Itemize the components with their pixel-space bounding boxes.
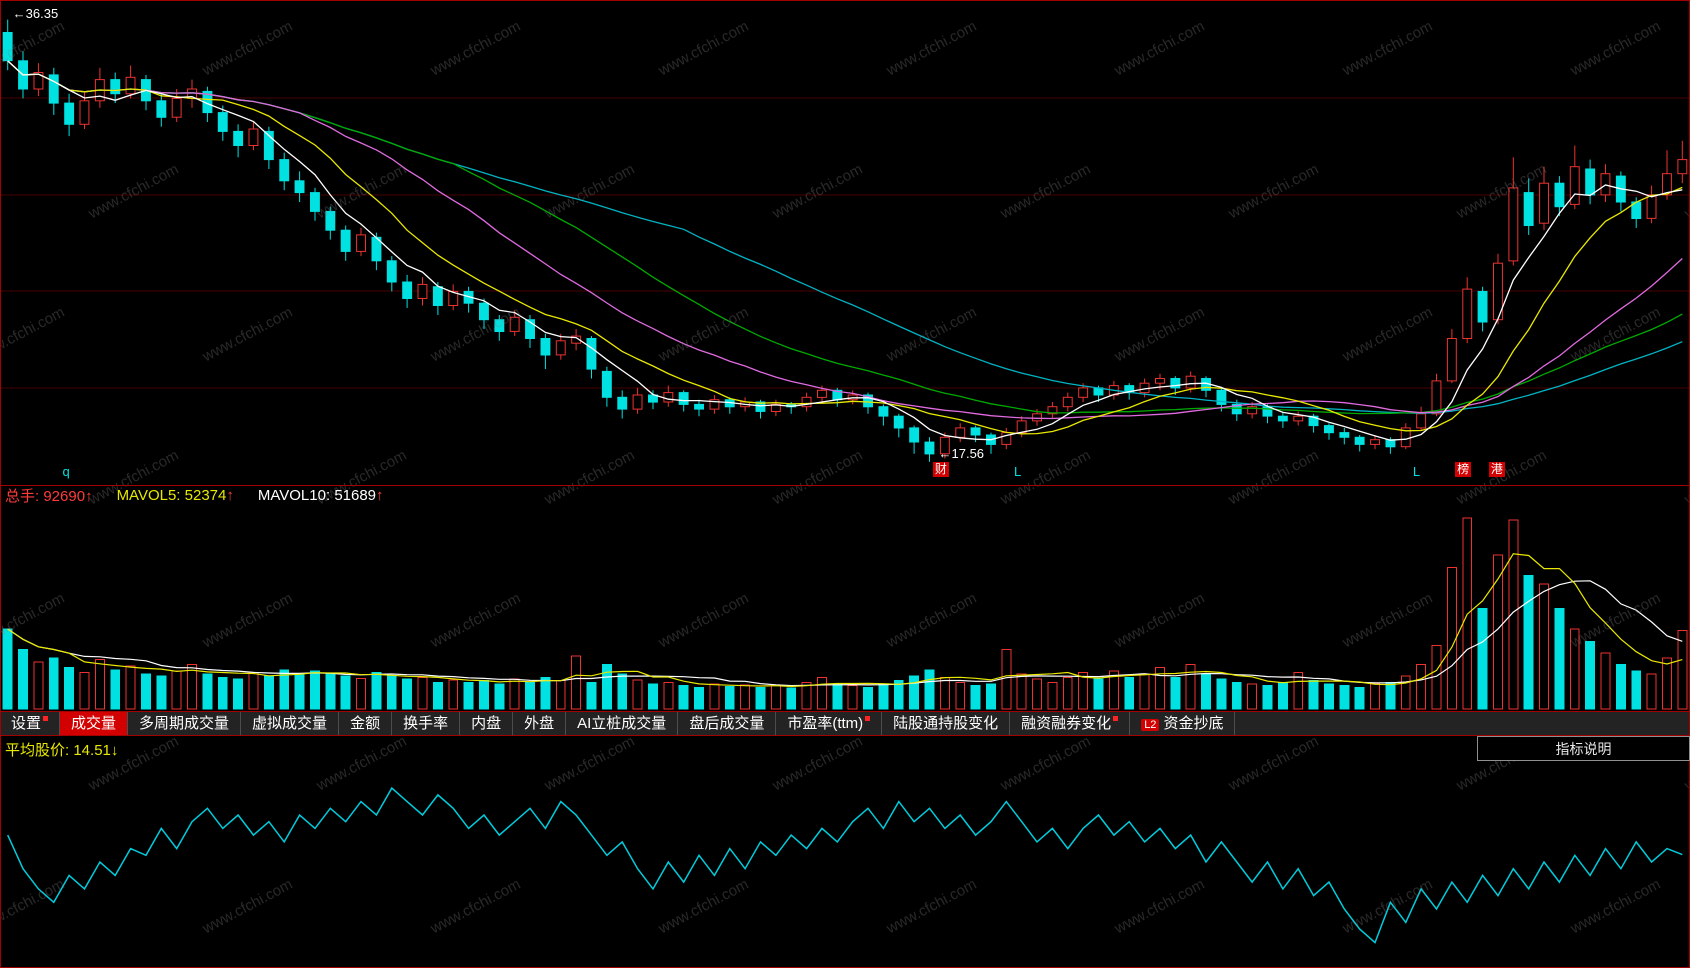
mavol10-readout: MAVOL10: 51689↑ [258, 487, 384, 504]
average-price-label: 平均股价: [5, 742, 70, 759]
total-volume-readout: 总手: 92690↑ [5, 485, 93, 506]
total-volume-label: 总手: [5, 487, 40, 505]
tab-after-hours-volume[interactable]: 盘后成交量 [678, 712, 777, 735]
tab-label: 虚拟成交量 [252, 715, 328, 732]
event-marker-q[interactable]: q [62, 464, 70, 479]
tab-multi-period-volume[interactable]: 多周期成交量 [128, 712, 242, 735]
tab-label: AI立桩成交量 [577, 715, 667, 732]
event-marker-财[interactable]: 财 [932, 462, 949, 477]
frame-border-left [0, 0, 1, 968]
tab-inner-disc[interactable]: 内盘 [460, 712, 514, 735]
tab-northbound-holdings-change[interactable]: 陆股通持股变化 [882, 712, 1011, 735]
tab-label: 融资融券变化 [1021, 715, 1112, 732]
up-arrow-icon: ↑ [376, 486, 384, 504]
up-arrow-icon: ↑ [226, 486, 234, 504]
total-volume-value: 92690 [43, 487, 86, 505]
indicator-tab-bar: 设置 成交量 多周期成交量 虚拟成交量 金额 换手率 内盘 外盘 AI立桩成交量 盘后成交量 市盈率… [0, 712, 1690, 735]
tab-turnover-rate[interactable]: 换手率 [392, 712, 461, 735]
tab-label: 陆股通持股变化 [893, 715, 999, 732]
average-price-readout: 平均股价: 14.51↓ [5, 739, 118, 760]
period-low-label: ←17.56 [938, 445, 985, 461]
tab-label: 盘后成交量 [689, 715, 765, 732]
tab-label: 换手率 [403, 715, 449, 732]
price-panel: ←36.35 ←17.56 q 财 L L 榜 港 [0, 1, 1690, 485]
event-marker-L[interactable]: L [1412, 464, 1421, 479]
mavol5-readout: MAVOL5: 52374↑ [117, 487, 234, 504]
tab-label: 设置 [11, 715, 42, 732]
volume-indicator-header: 总手: 92690↑ MAVOL5: 52374↑ MAVOL10: 51689… [5, 485, 384, 506]
mavol10-label: MAVOL10: [257, 486, 331, 504]
tab-settings[interactable]: 设置 [0, 712, 61, 735]
tab-ai-pillar-volume[interactable]: AI立桩成交量 [566, 712, 679, 735]
tab-pe-ttm[interactable]: 市盈率(ttm) [776, 712, 883, 735]
event-marker-港[interactable]: 港 [1488, 462, 1505, 477]
tab-label: 内盘 [471, 715, 502, 732]
indicator-help-button[interactable]: 指标说明 [1477, 736, 1690, 761]
notification-dot-icon [43, 716, 49, 721]
volume-tabs-divider [0, 711, 1690, 712]
tab-label: 资金抄底 [1163, 715, 1224, 732]
mavol10-value: 51689 [334, 486, 377, 504]
candlestick-chart[interactable] [0, 1, 1690, 485]
down-arrow-icon: ↓ [110, 742, 119, 759]
tab-outer-disc[interactable]: 外盘 [513, 712, 567, 735]
event-marker-L[interactable]: L [1014, 464, 1022, 479]
price-volume-divider [0, 485, 1690, 486]
tab-volume[interactable]: 成交量 [60, 712, 129, 735]
average-price-value: 14.51 [73, 742, 111, 759]
l2-badge: L2 [1141, 719, 1160, 731]
tab-label: 成交量 [71, 715, 117, 732]
mavol5-label: MAVOL5: [116, 486, 181, 504]
tab-virtual-volume[interactable]: 虚拟成交量 [241, 712, 340, 735]
period-high-label: ←36.35 [12, 5, 59, 21]
tab-label: 外盘 [524, 715, 555, 732]
frame-border-top [0, 0, 1690, 1]
tab-label: 市盈率(ttm) [787, 715, 864, 732]
volume-chart[interactable] [0, 504, 1690, 711]
notification-dot-icon [1113, 716, 1119, 721]
notification-dot-icon [865, 716, 871, 721]
tab-fund-bottom-fishing[interactable]: L2 资金抄底 [1130, 712, 1236, 735]
tab-label: 多周期成交量 [139, 715, 230, 732]
mavol5-value: 52374 [184, 486, 227, 504]
tab-amount[interactable]: 金额 [339, 712, 393, 735]
average-price-chart[interactable] [0, 760, 1690, 968]
tab-margin-trading-change[interactable]: 融资融券变化 [1010, 712, 1131, 735]
event-marker-榜[interactable]: 榜 [1455, 462, 1472, 477]
up-arrow-icon: ↑ [85, 487, 93, 505]
tabs-bottom-divider [0, 735, 1690, 736]
tab-label: 金额 [350, 715, 381, 732]
